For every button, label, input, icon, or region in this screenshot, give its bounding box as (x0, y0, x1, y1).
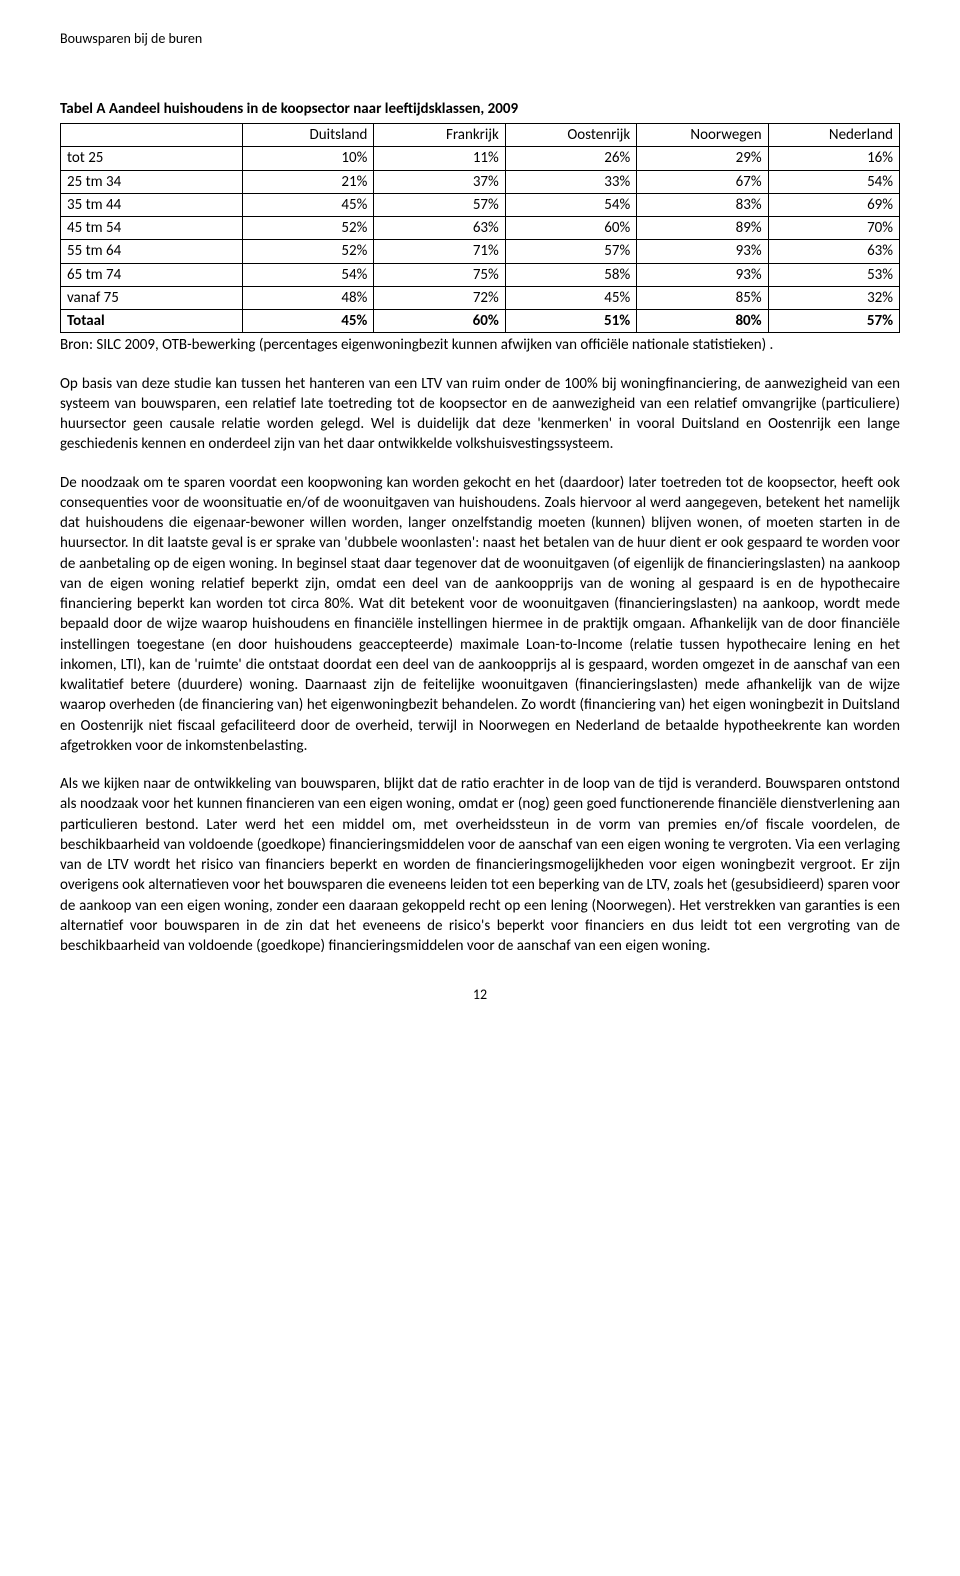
page-header-title: Bouwsparen bij de buren (60, 30, 900, 49)
cell: 37% (374, 170, 505, 193)
table-row: 55 tm 64 52% 71% 57% 93% 63% (61, 240, 900, 263)
cell: 63% (374, 217, 505, 240)
cell: 69% (768, 193, 899, 216)
cell: 45% (242, 193, 373, 216)
cell: 80% (637, 310, 768, 333)
row-label: 25 tm 34 (61, 170, 243, 193)
col-header: Frankrijk (374, 124, 505, 147)
cell: 45% (505, 286, 636, 309)
row-label: Totaal (61, 310, 243, 333)
col-header: Nederland (768, 124, 899, 147)
cell: 57% (374, 193, 505, 216)
cell: 16% (768, 147, 899, 170)
paragraph-3: Als we kijken naar de ontwikkeling van b… (60, 774, 900, 956)
cell: 45% (242, 310, 373, 333)
cell: 83% (637, 193, 768, 216)
cell: 52% (242, 217, 373, 240)
cell: 21% (242, 170, 373, 193)
cell: 26% (505, 147, 636, 170)
cell: 51% (505, 310, 636, 333)
table-row: 35 tm 44 45% 57% 54% 83% 69% (61, 193, 900, 216)
cell: 85% (637, 286, 768, 309)
cell: 54% (505, 193, 636, 216)
cell: 10% (242, 147, 373, 170)
cell: 63% (768, 240, 899, 263)
table-total-row: Totaal 45% 60% 51% 80% 57% (61, 310, 900, 333)
col-header (61, 124, 243, 147)
cell: 89% (637, 217, 768, 240)
cell: 70% (768, 217, 899, 240)
table-row: vanaf 75 48% 72% 45% 85% 32% (61, 286, 900, 309)
cell: 32% (768, 286, 899, 309)
row-label: 55 tm 64 (61, 240, 243, 263)
col-header: Noorwegen (637, 124, 768, 147)
cell: 57% (768, 310, 899, 333)
cell: 60% (505, 217, 636, 240)
cell: 57% (505, 240, 636, 263)
paragraph-2: De noodzaak om te sparen voordat een koo… (60, 473, 900, 757)
cell: 53% (768, 263, 899, 286)
row-label: tot 25 (61, 147, 243, 170)
cell: 54% (768, 170, 899, 193)
table-row: 45 tm 54 52% 63% 60% 89% 70% (61, 217, 900, 240)
cell: 67% (637, 170, 768, 193)
table-row: 25 tm 34 21% 37% 33% 67% 54% (61, 170, 900, 193)
cell: 54% (242, 263, 373, 286)
table-row: 65 tm 74 54% 75% 58% 93% 53% (61, 263, 900, 286)
data-table: Duitsland Frankrijk Oostenrijk Noorwegen… (60, 123, 900, 333)
row-label: 35 tm 44 (61, 193, 243, 216)
cell: 93% (637, 240, 768, 263)
row-label: 45 tm 54 (61, 217, 243, 240)
cell: 33% (505, 170, 636, 193)
table-header-row: Duitsland Frankrijk Oostenrijk Noorwegen… (61, 124, 900, 147)
row-label: 65 tm 74 (61, 263, 243, 286)
cell: 48% (242, 286, 373, 309)
paragraph-1: Op basis van deze studie kan tussen het … (60, 374, 900, 455)
cell: 60% (374, 310, 505, 333)
cell: 93% (637, 263, 768, 286)
table-title: Tabel A Aandeel huishoudens in de koopse… (60, 99, 900, 119)
col-header: Duitsland (242, 124, 373, 147)
cell: 75% (374, 263, 505, 286)
cell: 71% (374, 240, 505, 263)
row-label: vanaf 75 (61, 286, 243, 309)
cell: 72% (374, 286, 505, 309)
page-number: 12 (60, 986, 900, 1005)
cell: 11% (374, 147, 505, 170)
col-header: Oostenrijk (505, 124, 636, 147)
table-row: tot 25 10% 11% 26% 29% 16% (61, 147, 900, 170)
cell: 52% (242, 240, 373, 263)
cell: 58% (505, 263, 636, 286)
table-source: Bron: SILC 2009, OTB-bewerking (percenta… (60, 335, 900, 355)
cell: 29% (637, 147, 768, 170)
